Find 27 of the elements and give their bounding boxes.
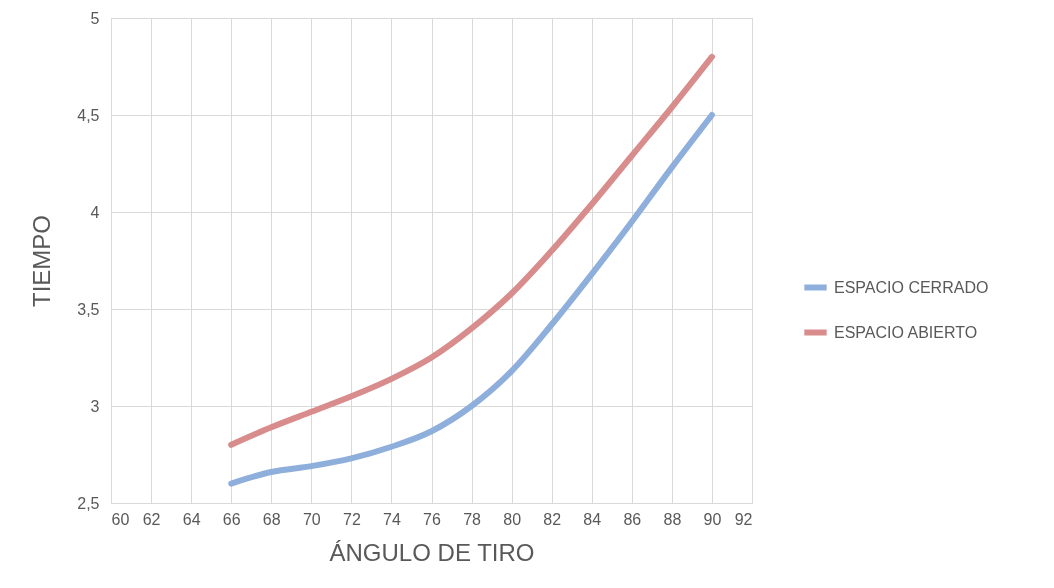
y-axis-title: TIEMPO bbox=[28, 214, 56, 308]
x-tick-label: 74 bbox=[383, 510, 401, 528]
x-axis-title: ÁNGULO DE TIRO bbox=[329, 538, 535, 566]
x-tick-label: 60 bbox=[111, 510, 130, 528]
y-tick-label: 3,5 bbox=[77, 300, 100, 318]
x-tick-label: 82 bbox=[543, 510, 562, 528]
y-tick-label: 4,5 bbox=[77, 106, 100, 124]
x-tick-label: 70 bbox=[302, 510, 321, 528]
x-tick-label: 92 bbox=[734, 510, 753, 528]
y-tick-label: 2,5 bbox=[77, 494, 100, 512]
x-tick-label: 72 bbox=[342, 510, 361, 528]
legend-label: ESPACIO CERRADO bbox=[834, 278, 989, 296]
x-tick-label: 80 bbox=[503, 510, 522, 528]
x-tick-label: 68 bbox=[262, 510, 281, 528]
x-tick-label: 66 bbox=[222, 510, 241, 528]
y-tick-label: 4 bbox=[90, 203, 100, 221]
x-tick-label: 84 bbox=[583, 510, 602, 528]
legend-label: ESPACIO ABIERTO bbox=[834, 323, 978, 341]
x-tick-label: 86 bbox=[623, 510, 642, 528]
x-tick-label: 88 bbox=[663, 510, 682, 528]
y-tick-label: 5 bbox=[90, 9, 100, 27]
x-tick-label: 76 bbox=[423, 510, 441, 528]
x-tick-label: 78 bbox=[463, 510, 482, 528]
y-tick-label: 3 bbox=[90, 397, 100, 415]
x-tick-label: 62 bbox=[142, 510, 161, 528]
x-tick-label: 64 bbox=[182, 510, 201, 528]
x-tick-label: 90 bbox=[703, 510, 722, 528]
